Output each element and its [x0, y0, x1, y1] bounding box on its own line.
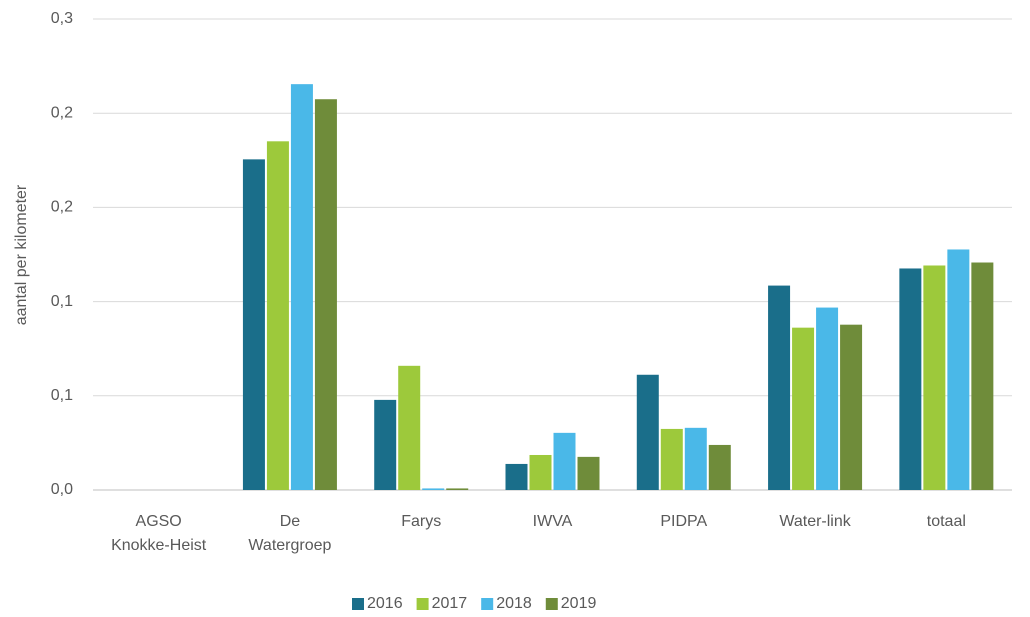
- legend-swatch: [416, 598, 429, 610]
- bar: [314, 99, 337, 491]
- legend-label: 2019: [561, 595, 597, 612]
- legend-swatch: [352, 598, 364, 610]
- x-tick-label: Farys: [401, 513, 442, 530]
- bar: [816, 307, 839, 490]
- bar: [899, 268, 922, 490]
- legend-label: 2016: [367, 595, 403, 612]
- x-tick-label: totaal: [926, 513, 966, 530]
- bar: [923, 265, 946, 490]
- bar: [374, 399, 397, 490]
- bar: [947, 249, 970, 490]
- legend-label: 2018: [496, 595, 532, 612]
- bar: [577, 456, 600, 490]
- x-tick-label: Water-link: [779, 513, 851, 530]
- x-tick-label: De Watergroep: [248, 513, 332, 554]
- bar: [266, 141, 289, 491]
- x-tick-label: PIDPA: [660, 513, 708, 530]
- x-tick-label: AGSO Knokke-Heist: [111, 513, 207, 554]
- bar: [840, 324, 863, 490]
- bar: [792, 327, 815, 490]
- bar: [971, 262, 994, 490]
- y-tick-label: 0,2: [51, 199, 73, 216]
- bar: [660, 428, 683, 490]
- bar: [553, 432, 576, 490]
- legend-swatch: [545, 598, 558, 610]
- bar: [446, 488, 469, 490]
- legend-swatch: [481, 598, 494, 610]
- bar: [684, 427, 707, 490]
- bar: [398, 365, 421, 490]
- legend-label: 2017: [432, 595, 468, 612]
- y-tick-label: 0,1: [51, 293, 73, 310]
- y-tick-label: 0,0: [51, 481, 73, 498]
- bar: [422, 488, 445, 490]
- y-tick-label: 0,3: [51, 10, 73, 27]
- bar: [768, 285, 791, 490]
- y-tick-label: 0,2: [51, 104, 73, 121]
- bar: [505, 463, 528, 490]
- y-axis-title: aantal per kilometer: [13, 184, 30, 325]
- bar: [529, 454, 552, 490]
- bar: [290, 84, 313, 490]
- bar: [636, 374, 659, 490]
- bar: [708, 444, 731, 490]
- bar: [242, 159, 265, 490]
- x-tick-label: IWVA: [532, 513, 573, 530]
- y-tick-label: 0,1: [51, 387, 73, 404]
